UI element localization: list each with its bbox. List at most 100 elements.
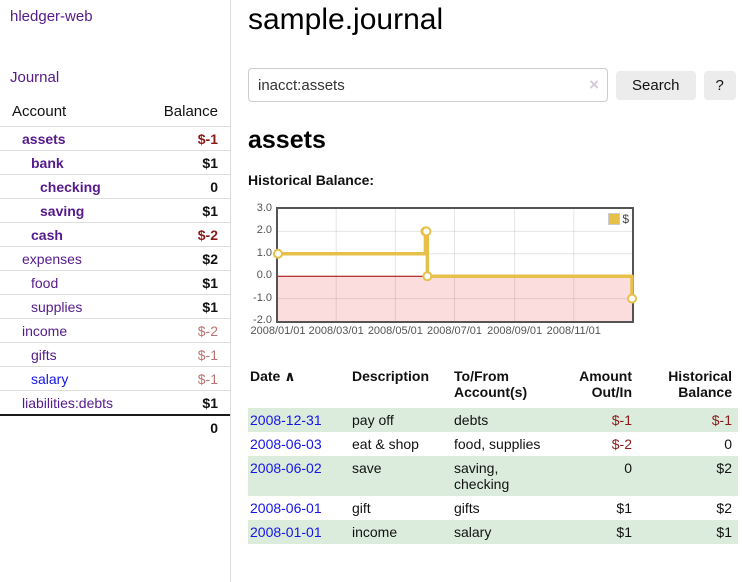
account-heading: assets xyxy=(248,126,326,154)
account-balance: $-1 xyxy=(135,366,230,391)
x-axis-tick-label: 2008/01/01 xyxy=(250,325,306,337)
register-header-date[interactable]: Date ∧ xyxy=(250,368,296,384)
account-row: gifts $-1 xyxy=(0,342,230,367)
account-balance: $2 xyxy=(135,246,230,271)
transaction-description: pay off xyxy=(352,412,394,428)
transaction-description: eat & shop xyxy=(352,436,419,452)
historical-balance-chart: 3.0 2.0 1.0 0.0 -1.0 -2.0 $ 2008/01/01 2… xyxy=(248,202,648,341)
register-header-balance: Historical Balance xyxy=(668,368,732,400)
account-row: assets $-1 xyxy=(0,126,230,151)
register-header-amount: Amount Out/In xyxy=(579,368,632,400)
transaction-amount: $-2 xyxy=(611,436,632,452)
account-link-assets[interactable]: assets xyxy=(22,130,66,147)
account-link-gifts[interactable]: gifts xyxy=(31,346,57,363)
account-balance: $-1 xyxy=(135,126,230,151)
accounts-header-balance: Balance xyxy=(163,103,218,120)
account-row: expenses $2 xyxy=(0,246,230,271)
transaction-date-link[interactable]: 2008-06-02 xyxy=(250,460,322,476)
register-table: Date ∧ Description To/From Account(s) Am… xyxy=(248,365,738,544)
transaction-balance: $1 xyxy=(716,524,732,540)
clear-search-icon[interactable]: × xyxy=(589,75,599,94)
account-balance: $-1 xyxy=(135,342,230,367)
register-header-row: Date ∧ Description To/From Account(s) Am… xyxy=(248,365,738,408)
chart-legend: $ xyxy=(608,212,629,226)
transaction-accounts: debts xyxy=(454,412,489,428)
accounts-table: Account Balance assets $-1 bank $1 check… xyxy=(0,100,230,439)
account-balance: $-2 xyxy=(135,222,230,247)
sort-ascending-icon: ∧ xyxy=(284,368,296,384)
account-row: supplies $1 xyxy=(0,294,230,319)
transaction-row: 2008-12-31 pay off debts $-1 $-1 xyxy=(248,408,738,432)
transaction-accounts: saving, checking xyxy=(454,460,510,492)
account-row: salary $-1 xyxy=(0,366,230,391)
transaction-balance: $2 xyxy=(716,460,732,476)
account-balance: $1 xyxy=(135,270,230,295)
account-balance: $1 xyxy=(135,294,230,319)
transaction-row: 2008-06-01 gift gifts $1 $2 xyxy=(248,496,738,520)
account-link-cash[interactable]: cash xyxy=(31,226,63,243)
transaction-balance: $2 xyxy=(716,500,732,516)
account-link-income[interactable]: income xyxy=(22,322,68,339)
transaction-amount: $1 xyxy=(616,524,632,540)
account-row: income $-2 xyxy=(0,318,230,343)
y-axis-tick-label: -1.0 xyxy=(253,291,272,304)
account-balance: $1 xyxy=(135,150,230,175)
y-axis-tick-label: 1.0 xyxy=(256,246,272,259)
account-row: checking 0 xyxy=(0,174,230,199)
sidebar-item-journal[interactable]: Journal xyxy=(10,69,60,86)
account-link-supplies[interactable]: supplies xyxy=(31,298,83,315)
x-axis-tick-label: 2008/09/01 xyxy=(487,325,543,337)
transaction-amount: $1 xyxy=(616,500,632,516)
account-balance: $-2 xyxy=(135,318,230,343)
page-title: sample.journal xyxy=(248,3,444,36)
account-balance: $1 xyxy=(135,390,230,415)
transaction-balance: $-1 xyxy=(711,412,732,428)
account-link-food[interactable]: food xyxy=(31,274,59,291)
account-link-saving[interactable]: saving xyxy=(40,202,85,219)
search-button[interactable]: Search xyxy=(616,70,696,100)
y-axis-tick-label: 0.0 xyxy=(256,269,272,282)
transaction-row: 2008-01-01 income salary $1 $1 xyxy=(248,520,738,544)
legend-swatch-icon xyxy=(608,213,621,225)
help-button[interactable]: ? xyxy=(703,70,736,100)
transaction-row: 2008-06-03 eat & shop food, supplies $-2… xyxy=(248,432,738,456)
transaction-date-link[interactable]: 2008-06-01 xyxy=(250,500,322,516)
transaction-accounts: salary xyxy=(454,524,492,540)
transaction-balance: 0 xyxy=(724,436,732,452)
accounts-header-row: Account Balance xyxy=(0,100,230,127)
transaction-amount: 0 xyxy=(624,460,632,476)
account-link-bank[interactable]: bank xyxy=(31,154,64,171)
x-axis-tick-label: 2008/05/01 xyxy=(367,325,423,337)
y-axis-tick-label: 2.0 xyxy=(256,224,272,237)
transaction-description: gift xyxy=(352,500,371,516)
y-axis-tick-label: -2.0 xyxy=(253,314,272,326)
account-row: cash $-2 xyxy=(0,222,230,247)
sidebar: hledger-web Journal Account Balance asse… xyxy=(0,0,231,582)
transaction-description: save xyxy=(352,460,382,476)
accounts-total-row: 0 xyxy=(0,414,230,439)
account-link-salary[interactable]: salary xyxy=(31,370,69,387)
search-input[interactable] xyxy=(248,68,608,102)
transaction-date-link[interactable]: 2008-01-01 xyxy=(250,524,322,540)
chart-plot-area: $ xyxy=(273,207,637,323)
transaction-date-link[interactable]: 2008-12-31 xyxy=(250,412,322,428)
legend-label: $ xyxy=(622,212,629,226)
transaction-accounts: gifts xyxy=(454,500,480,516)
transaction-accounts: food, supplies xyxy=(454,436,541,452)
account-balance: $1 xyxy=(135,198,230,223)
x-axis-tick-label: 2008/03/01 xyxy=(308,325,364,337)
transaction-description: income xyxy=(352,524,398,540)
y-axis-tick-label: 3.0 xyxy=(256,202,272,214)
account-row: food $1 xyxy=(0,270,230,295)
chart-section-label: Historical Balance: xyxy=(248,172,375,188)
app-brand-link[interactable]: hledger-web xyxy=(10,8,93,25)
account-link-expenses[interactable]: expenses xyxy=(22,250,82,267)
account-row: bank $1 xyxy=(0,150,230,175)
account-link-checking[interactable]: checking xyxy=(40,178,101,195)
transaction-date-link[interactable]: 2008-06-03 xyxy=(250,436,322,452)
account-row: liabilities:debts $1 xyxy=(0,390,230,415)
transaction-amount: $-1 xyxy=(611,412,632,428)
account-row: saving $1 xyxy=(0,198,230,223)
account-link-liabilities-debts[interactable]: liabilities:debts xyxy=(22,394,114,411)
register-header-description: Description xyxy=(352,368,430,384)
